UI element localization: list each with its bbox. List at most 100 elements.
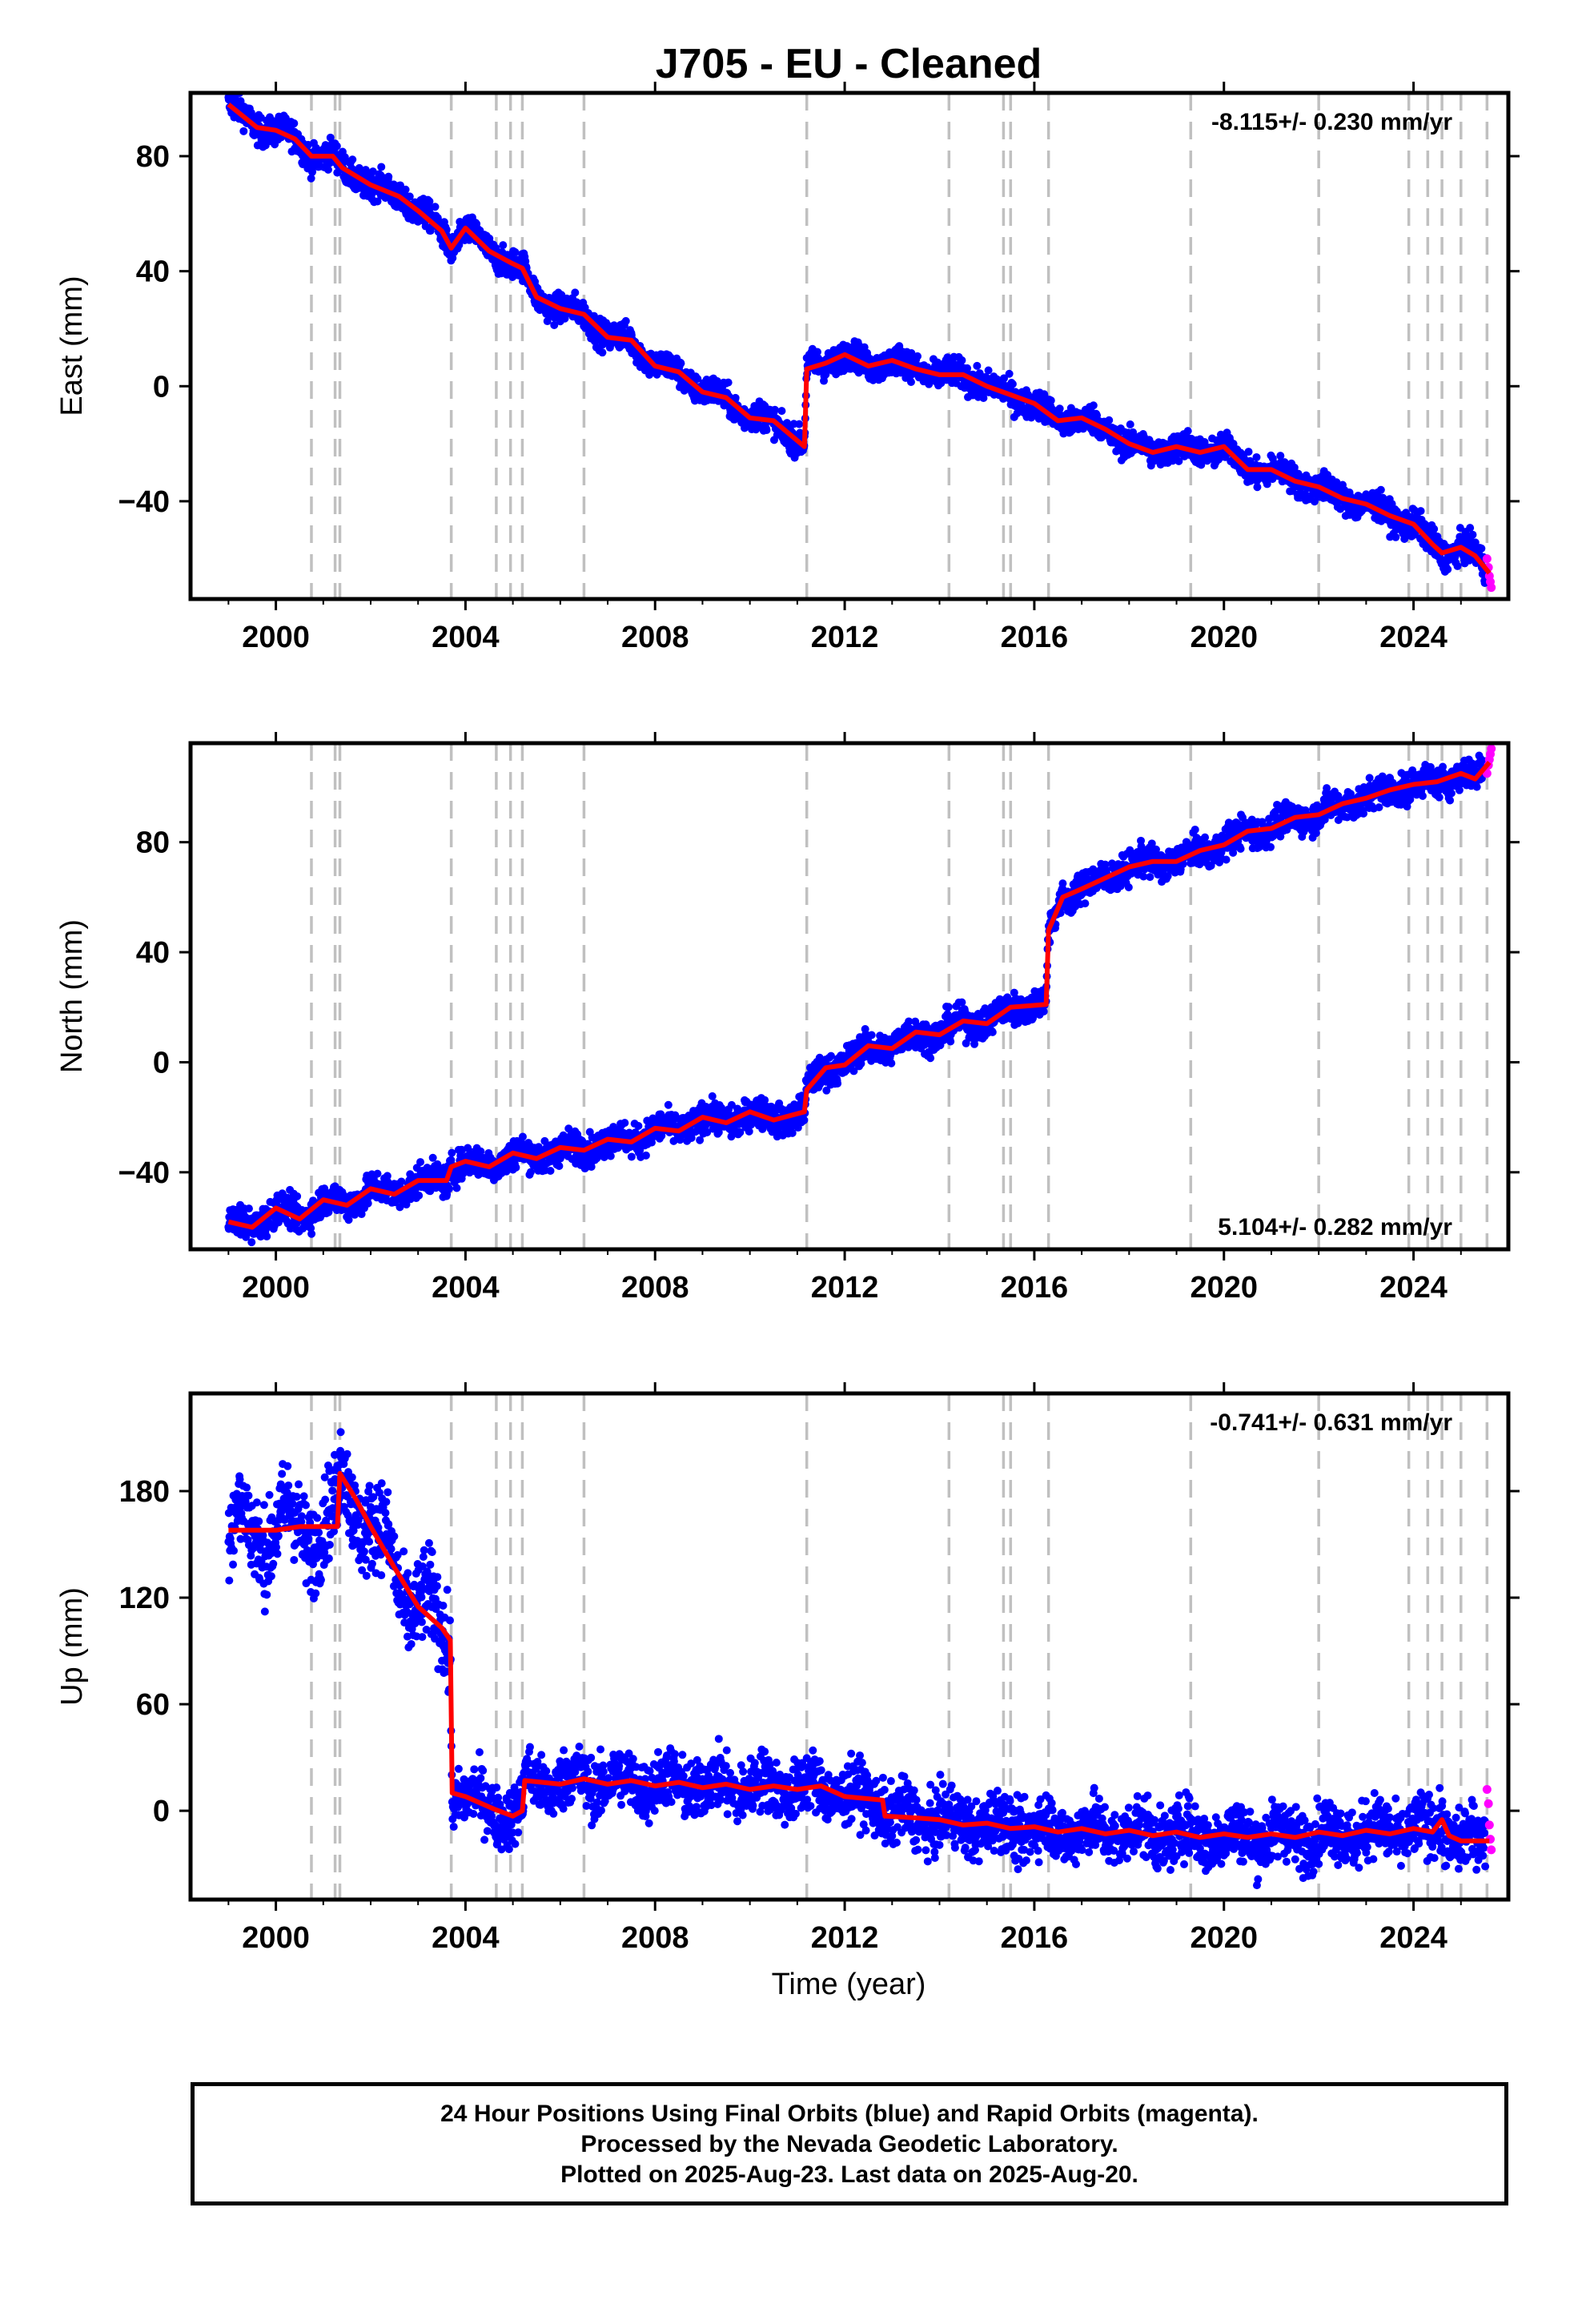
data-point <box>492 243 500 252</box>
data-point <box>396 1203 404 1212</box>
data-point <box>1089 401 1098 410</box>
data-point <box>1253 483 1262 492</box>
data-point <box>447 1156 456 1164</box>
data-point <box>708 1092 717 1100</box>
data-point <box>598 348 607 357</box>
data-point <box>511 247 520 256</box>
data-point <box>913 352 922 360</box>
data-point <box>499 241 508 250</box>
x-tick-label: 2008 <box>621 621 689 654</box>
data-point <box>1055 404 1064 413</box>
data-point <box>1000 374 1009 383</box>
data-point <box>1105 416 1114 424</box>
data-point <box>332 142 341 151</box>
data-point <box>1197 460 1206 469</box>
data-point <box>293 1192 302 1200</box>
data-point <box>448 1148 456 1157</box>
data-point <box>1391 533 1400 541</box>
data-point <box>703 1128 712 1136</box>
data-point <box>550 320 559 329</box>
y-tick-label: 40 <box>136 255 170 289</box>
data-point <box>958 356 966 364</box>
data-point <box>428 1153 437 1162</box>
data-point <box>425 197 434 206</box>
data-point <box>973 361 982 370</box>
data-point <box>239 127 248 135</box>
data-point <box>1252 452 1261 461</box>
data-point <box>247 1238 256 1247</box>
data-point <box>1008 380 1017 388</box>
data-point <box>1263 480 1271 489</box>
data-point <box>1046 396 1055 405</box>
data-point <box>373 1169 382 1178</box>
data-point <box>1332 478 1341 487</box>
data-point <box>1183 427 1192 436</box>
data-point <box>384 172 393 181</box>
data-point <box>620 1119 629 1128</box>
data-point <box>1453 561 1462 570</box>
data-point <box>307 1229 316 1238</box>
data-point <box>512 1163 520 1172</box>
data-point <box>452 1184 461 1192</box>
data-point <box>963 364 972 372</box>
data-point <box>745 1127 753 1136</box>
data-point <box>363 1199 372 1208</box>
data-point <box>1468 530 1477 539</box>
data-point <box>1430 525 1439 533</box>
east-panel: 2000 2004 2008 2012 2016 2020 2024−4004080East… <box>55 82 1520 654</box>
plot-area <box>224 93 1496 599</box>
data-point <box>762 426 771 435</box>
data-point <box>1376 485 1385 494</box>
final-orbit-points <box>224 93 1490 588</box>
data-point <box>606 1152 615 1160</box>
north-panel: 2000 2004 2008 2012 2016 2020 2024−4004080Nort… <box>55 732 1520 1305</box>
data-point <box>984 366 993 375</box>
y-tick-label: 80 <box>136 140 170 174</box>
model-fit-line <box>227 103 1492 575</box>
data-point <box>1410 506 1419 515</box>
data-point <box>445 1184 454 1193</box>
data-point <box>627 1152 636 1161</box>
chart-title: J705 - EU - Cleaned <box>656 41 1042 87</box>
data-point <box>783 419 792 428</box>
data-point <box>714 1128 723 1136</box>
data-point <box>323 165 332 174</box>
data-point <box>546 1166 555 1175</box>
data-point <box>344 1216 353 1224</box>
data-point <box>244 1204 253 1213</box>
rapid-orbit-points <box>1482 554 1496 593</box>
data-point <box>906 377 915 386</box>
data-point <box>1276 452 1285 460</box>
data-point <box>813 348 821 356</box>
x-tick-label: 2012 <box>811 621 879 654</box>
plot-area <box>224 743 1496 1249</box>
rapid-point <box>1482 554 1492 564</box>
data-point <box>526 1168 535 1176</box>
data-point <box>731 393 740 402</box>
data-point <box>1126 420 1134 429</box>
x-tick-label: 2016 <box>1001 621 1069 654</box>
data-point <box>401 185 410 194</box>
data-point <box>727 1100 736 1109</box>
x-tick-label: 2024 <box>1379 621 1447 654</box>
data-point <box>415 1191 424 1200</box>
data-point <box>1005 369 1014 378</box>
x-tick-label: 2020 <box>1190 621 1258 654</box>
final-orbit-points <box>224 751 1490 1247</box>
data-point <box>1443 565 1452 573</box>
data-point <box>397 1177 406 1186</box>
data-point <box>664 1100 673 1109</box>
data-point <box>290 119 299 128</box>
x-tick-label: 2004 <box>432 621 500 654</box>
data-point <box>693 375 702 384</box>
data-point <box>795 420 804 428</box>
data-point <box>416 1158 425 1167</box>
data-point <box>677 359 685 368</box>
data-point <box>518 1132 527 1141</box>
data-point <box>1416 507 1425 516</box>
data-point <box>307 174 315 183</box>
data-point <box>1471 538 1480 547</box>
data-point <box>348 155 357 164</box>
data-point <box>402 1200 411 1209</box>
